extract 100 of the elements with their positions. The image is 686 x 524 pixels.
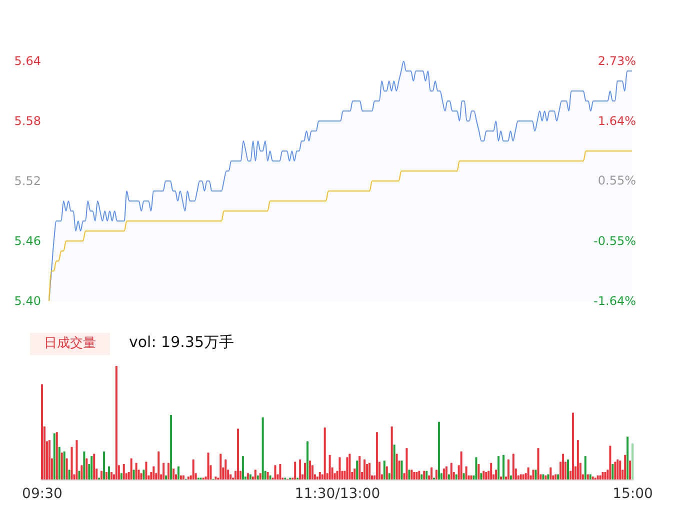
bar: [224, 459, 227, 480]
bar: [400, 460, 403, 480]
bar: [266, 472, 269, 480]
bar: [78, 470, 80, 480]
bar: [168, 462, 170, 480]
bar: [442, 468, 445, 480]
bar: [388, 473, 390, 480]
bar: [495, 470, 498, 480]
bar: [83, 452, 86, 480]
bar: [308, 460, 311, 480]
bar: [318, 472, 321, 480]
bar: [527, 467, 530, 480]
bar: [512, 454, 514, 480]
bar: [616, 459, 619, 480]
bar: [396, 454, 398, 480]
bar: [152, 466, 155, 480]
bar: [619, 460, 622, 480]
bar: [532, 470, 534, 480]
bar: [498, 456, 500, 480]
bar: [480, 473, 482, 480]
bar: [584, 456, 586, 480]
bar: [328, 454, 331, 480]
bar: [115, 366, 118, 480]
bar: [602, 472, 604, 480]
bar: [135, 462, 138, 480]
bar: [609, 446, 612, 480]
bar: [626, 436, 629, 480]
bar: [306, 441, 308, 480]
bar: [60, 452, 63, 480]
bar: [478, 464, 480, 480]
bar: [108, 466, 110, 480]
bar: [436, 470, 438, 480]
bar: [348, 454, 351, 480]
bar: [502, 454, 504, 480]
bar: [413, 472, 416, 480]
bar: [438, 422, 440, 480]
bar: [490, 462, 492, 480]
bar: [53, 433, 56, 480]
bar: [254, 470, 256, 480]
bar: [390, 426, 393, 480]
bar: [324, 428, 326, 480]
bar: [408, 470, 410, 480]
bar: [142, 470, 145, 480]
bar: [103, 452, 106, 480]
bar: [562, 454, 564, 480]
y2-tick-label: 1.64%: [598, 114, 636, 128]
bar: [242, 456, 244, 480]
text: 日成交量: [30, 333, 110, 355]
y2-tick-label: -0.55%: [594, 234, 636, 248]
bar: [614, 462, 616, 480]
bar: [122, 464, 125, 480]
bar: [68, 470, 70, 480]
bar: [132, 470, 135, 480]
y-tick-label: 5.58: [14, 114, 41, 128]
bar: [63, 452, 66, 480]
bar: [120, 473, 122, 480]
bar: [274, 465, 276, 480]
bar: [294, 462, 296, 480]
bar: [534, 470, 537, 480]
bar: [386, 466, 388, 480]
bar: [170, 415, 172, 480]
bar: [192, 459, 194, 480]
bar: [612, 464, 614, 480]
x-tick-label: 09:30: [22, 486, 62, 502]
bar: [475, 457, 478, 480]
bar: [130, 458, 132, 480]
bar: [158, 452, 160, 480]
bar: [86, 458, 88, 480]
bar: [445, 466, 448, 480]
bar: [465, 466, 468, 480]
bar: [550, 467, 552, 480]
bar: [430, 467, 433, 480]
bar: [450, 462, 452, 480]
bar: [279, 464, 282, 480]
bar: [358, 456, 361, 480]
bar: [485, 472, 488, 480]
bar: [364, 459, 366, 480]
bar: [629, 460, 632, 480]
bar: [237, 428, 240, 480]
bar: [393, 444, 396, 480]
bar: [48, 440, 50, 480]
bar: [604, 472, 606, 480]
bar: [110, 472, 112, 480]
bar: [304, 462, 306, 480]
bar: [246, 473, 249, 480]
text: vol: 19.35万手: [129, 332, 234, 353]
bar: [368, 462, 371, 480]
bar: [423, 470, 426, 480]
bar: [383, 460, 386, 480]
bar: [66, 458, 68, 480]
y-tick-label: 5.64: [14, 54, 41, 68]
bar: [106, 472, 108, 480]
y2-tick-label: 2.73%: [598, 54, 636, 68]
bar: [356, 460, 358, 480]
bar: [90, 456, 93, 480]
y2-tick-label: -1.64%: [594, 294, 636, 308]
bar: [80, 465, 83, 480]
bar: [93, 454, 96, 480]
bar: [576, 440, 579, 480]
y-tick-label: 5.40: [14, 294, 41, 308]
